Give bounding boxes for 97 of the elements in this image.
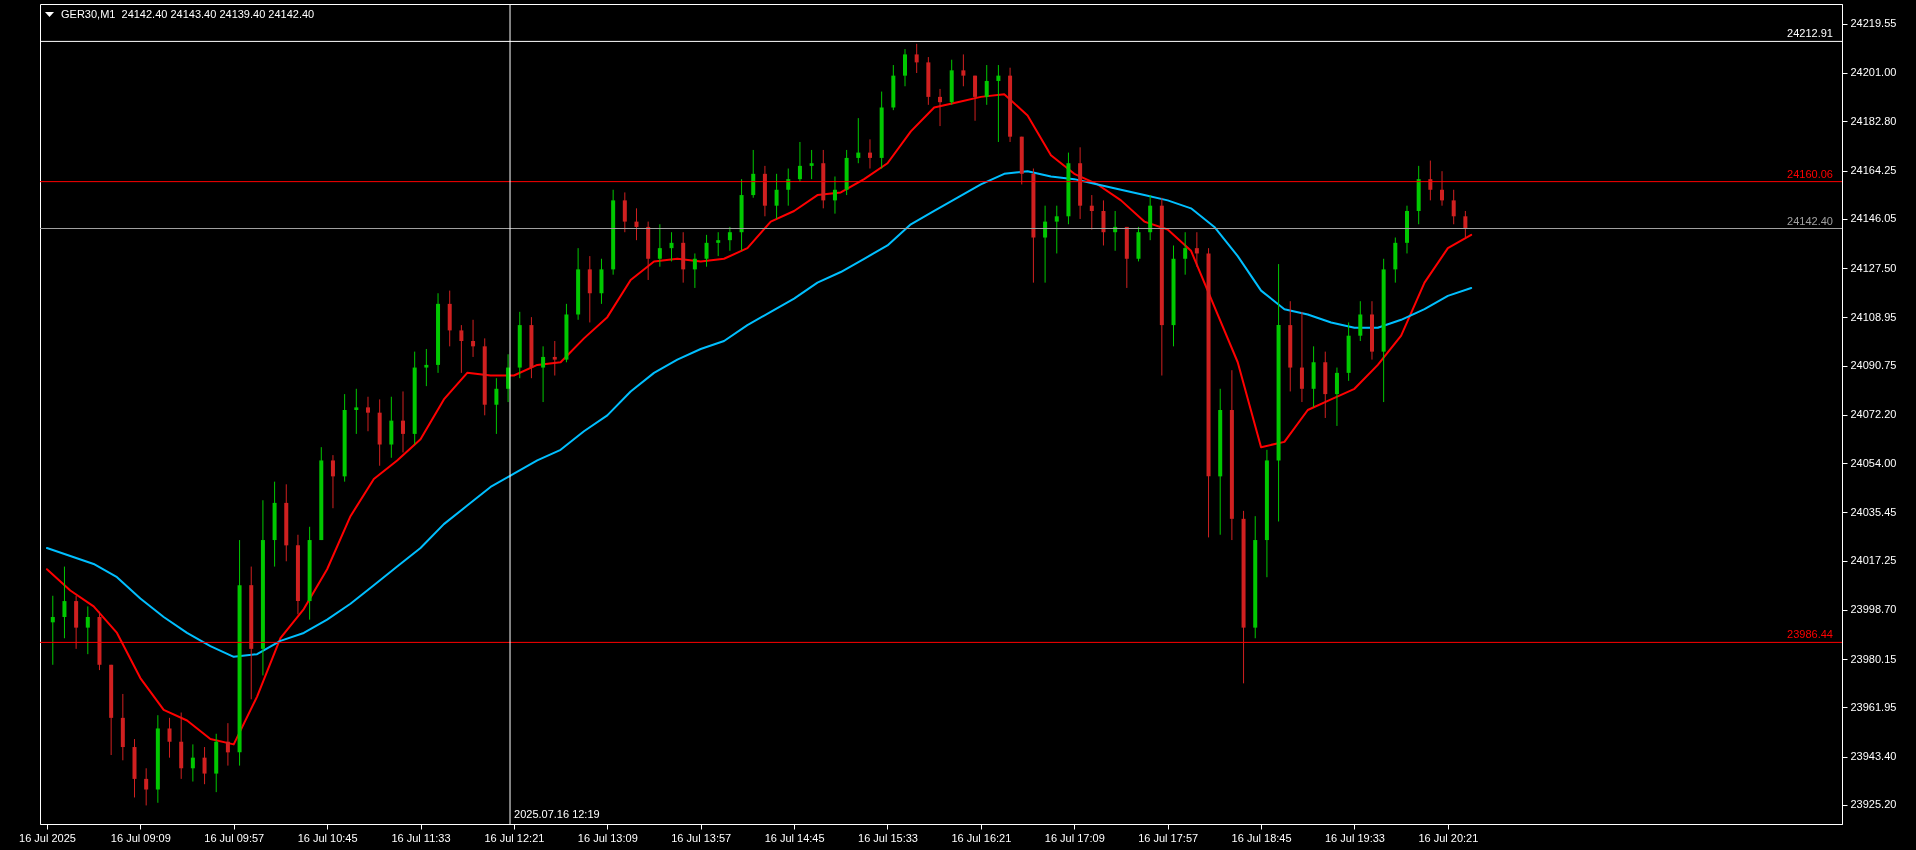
candlestick [1101, 199, 1106, 246]
candlestick [1440, 170, 1445, 207]
y-tick-label: 24182.80 [1850, 114, 1897, 127]
candlestick [1043, 205, 1048, 284]
candlestick [1183, 231, 1188, 276]
candlestick [914, 43, 919, 74]
x-tick-label: 16 Jul 16:21 [951, 831, 1012, 844]
y-tick-label: 24219.55 [1850, 17, 1897, 30]
candlestick [973, 75, 978, 122]
candlestick [494, 377, 499, 435]
ref-line-label: 2025.07.16 12:19 [514, 808, 600, 820]
candlestick [85, 605, 90, 655]
candlestick [471, 319, 476, 358]
y-tick-label: 24017.25 [1850, 554, 1897, 567]
candlestick [832, 175, 837, 215]
candlestick [961, 53, 966, 87]
candlestick [1299, 311, 1304, 403]
y-tick-label: 24108.95 [1850, 310, 1897, 323]
x-tick-label: 16 Jul 09:57 [204, 831, 265, 844]
x-tick-label: 16 Jul 17:57 [1138, 831, 1199, 844]
candlestick [1451, 189, 1456, 225]
candlestick [774, 173, 779, 220]
candlestick [587, 255, 592, 323]
candlestick [354, 388, 359, 435]
candlestick [786, 168, 791, 207]
candlestick [751, 149, 756, 199]
y-tick-label: 24035.45 [1850, 505, 1897, 518]
x-tick-label: 16 Jul 19:33 [1324, 831, 1385, 844]
candlestick [424, 348, 429, 387]
candlestick [984, 64, 989, 106]
line-series [45, 170, 1473, 658]
candlestick [634, 207, 639, 241]
x-tick-label: 16 Jul 09:09 [110, 831, 171, 844]
ref-line-label: 24160.06 [1787, 167, 1833, 180]
x-tick-label: 16 Jul 2025 [19, 831, 76, 844]
x-tick-label: 16 Jul 11:33 [391, 831, 451, 844]
candlestick [1089, 194, 1094, 231]
candlestick [62, 566, 67, 639]
y-tick-label: 24090.75 [1850, 359, 1897, 372]
y-tick-label: 24072.20 [1850, 408, 1897, 421]
candlestick [1054, 205, 1059, 254]
candlestick [1428, 160, 1433, 201]
y-tick-label: 24164.25 [1850, 164, 1897, 177]
y-tick-label: 23998.70 [1850, 603, 1897, 616]
candlestick [330, 454, 335, 509]
candlestick [225, 722, 230, 767]
ref-line-label: 23986.44 [1787, 628, 1833, 641]
candlestick [669, 231, 674, 262]
candlestick [727, 226, 732, 252]
candlestick [903, 48, 907, 87]
x-tick-label: 16 Jul 20:21 [1418, 831, 1479, 844]
candlestick [50, 595, 55, 666]
x-tick-label: 16 Jul 14:45 [764, 831, 825, 844]
candlestick [692, 252, 697, 289]
candlestick [1463, 210, 1468, 239]
candlestick [622, 191, 627, 233]
y-tick-label: 23925.20 [1850, 798, 1897, 811]
candlestick [704, 234, 709, 268]
candlestick [459, 324, 464, 374]
candlestick [657, 223, 662, 268]
candlestick [401, 390, 406, 453]
candlestick [996, 64, 1001, 143]
candlestick [938, 88, 943, 127]
chart-title: GER30,M1 24142.40 24143.40 24139.40 24142.40 [61, 8, 315, 21]
y-tick-label: 23980.15 [1850, 652, 1897, 665]
y-tick-label: 23961.95 [1850, 700, 1897, 713]
candlestick [202, 746, 207, 785]
x-tick-label: 16 Jul 15:33 [858, 831, 918, 844]
y-tick-label: 24146.05 [1850, 212, 1897, 225]
ref-line-label: 24142.40 [1787, 214, 1833, 227]
candlestick [856, 117, 861, 164]
candlestick [809, 149, 814, 180]
y-tick-label: 24054.00 [1850, 456, 1897, 469]
candlestick [1334, 367, 1339, 427]
candlestick [867, 138, 872, 170]
x-tick-label: 16 Jul 17:09 [1044, 831, 1105, 844]
x-tick-label: 16 Jul 10:45 [297, 831, 358, 844]
candlestick [365, 396, 370, 432]
y-tick-label: 24127.50 [1850, 261, 1897, 274]
candlestick [541, 345, 546, 403]
candlestick [552, 340, 557, 377]
candlestick [1358, 300, 1363, 342]
candlestick [716, 231, 721, 257]
x-tick-label: 16 Jul 13:09 [577, 831, 638, 844]
ref-line-label: 24212.91 [1787, 27, 1833, 40]
candlestick [190, 743, 195, 783]
x-tick-label: 16 Jul 12:21 [484, 831, 545, 844]
candlestick [797, 141, 802, 183]
candlestick [389, 396, 394, 459]
x-tick-label: 16 Jul 18:45 [1231, 831, 1292, 844]
candlestick [167, 717, 172, 759]
y-tick-label: 23943.40 [1850, 750, 1897, 763]
y-tick-label: 24201.00 [1850, 66, 1897, 79]
candlestick [599, 258, 604, 305]
candlestick [1194, 231, 1199, 268]
x-tick-label: 16 Jul 13:57 [671, 831, 732, 844]
candlestick [144, 767, 149, 806]
